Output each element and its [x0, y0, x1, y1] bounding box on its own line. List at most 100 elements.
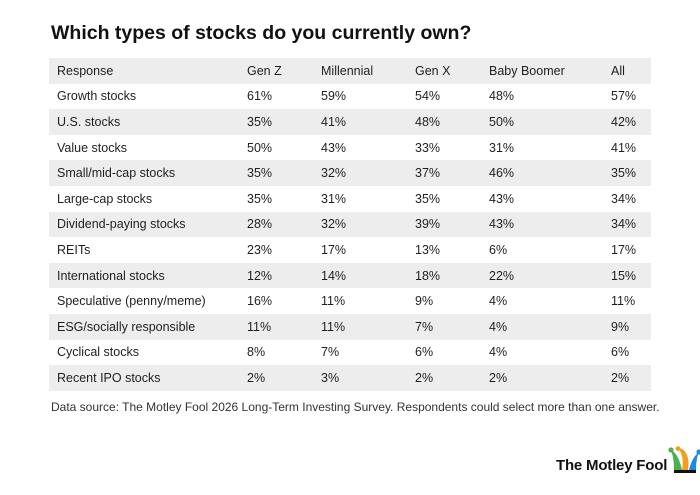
table-cell: 11% — [321, 294, 346, 309]
row-label: U.S. stocks — [49, 109, 239, 135]
table-row: Large-cap stocks 35% 31% 35% 43% 34% — [49, 186, 651, 212]
table-cell: 31% — [489, 140, 515, 155]
table-cell: 35% — [239, 160, 313, 186]
table-body: Growth stocks 61% 59% 54% 48% 57% U.S. stocks 3… — [49, 84, 651, 391]
table-cell: 50% — [247, 140, 273, 155]
table-cell: 12% — [239, 262, 313, 289]
jester-hat-blue-flap — [689, 452, 700, 470]
table-cell: 3% — [313, 365, 407, 391]
table-row: Dividend-paying stocks 28% 32% 39% 43% 34% — [49, 211, 651, 238]
jester-hat-band — [674, 470, 697, 473]
table-cell: 4% — [489, 294, 508, 309]
table-row: REITs 23% 17% 13% 6% 17% — [49, 237, 651, 263]
table-cell: 7% — [407, 313, 481, 340]
table-cell: 11% — [313, 313, 407, 340]
jester-hat-icon — [668, 446, 700, 473]
table-cell: 34% — [603, 211, 651, 238]
column-header: Gen X — [407, 58, 481, 84]
jester-hat-bell-right — [696, 449, 700, 455]
table-cell: 15% — [603, 262, 651, 289]
data-source-note: Data source: The Motley Fool 2026 Long-T… — [51, 400, 660, 414]
row-label: Dividend-paying stocks — [49, 211, 239, 238]
table-cell: 37% — [407, 160, 481, 186]
table-cell: 17% — [321, 242, 347, 257]
table-cell: 35% — [239, 109, 313, 135]
table-cell: 43% — [321, 140, 347, 155]
table-row: ESG/socially responsible 11% 11% 7% 4% 9% — [49, 313, 651, 340]
table-row: Recent IPO stocks 2% 3% 2% 2% 2% — [49, 365, 651, 391]
table-cell: 35% — [247, 191, 273, 206]
row-label: Small/mid-cap stocks — [49, 160, 239, 186]
table-cell: 32% — [313, 160, 407, 186]
table-cell: 35% — [603, 160, 651, 186]
table-cell: 11% — [611, 294, 636, 309]
table-cell: 4% — [489, 345, 508, 360]
table-cell: 22% — [481, 262, 603, 289]
table-cell: 32% — [313, 211, 407, 238]
row-label: Growth stocks — [57, 89, 137, 104]
table-cell: 11% — [239, 313, 313, 340]
jester-hat-bell-middle — [675, 446, 681, 451]
column-header: Millennial — [313, 58, 407, 84]
table-cell: 39% — [407, 211, 481, 238]
table-cell: 14% — [313, 262, 407, 289]
table-cell: 50% — [481, 109, 603, 135]
table-cell: 18% — [407, 262, 481, 289]
table-cell: 61% — [247, 89, 273, 104]
table-cell: 2% — [481, 365, 603, 391]
jester-hat-orange-flap — [678, 448, 689, 470]
brand-logo: The Motley Fool — [556, 446, 700, 476]
row-label: Large-cap stocks — [57, 191, 153, 206]
table-cell: 41% — [313, 109, 407, 135]
table-cell: 41% — [611, 140, 637, 155]
table-cell: 34% — [611, 191, 637, 206]
table-row: Speculative (penny/meme) 16% 11% 9% 4% 11% — [49, 288, 651, 314]
table-cell: 33% — [415, 140, 441, 155]
table-cell: 9% — [603, 313, 651, 340]
header-row: Response Gen Z Millennial Gen X Baby Boomer A… — [49, 58, 651, 84]
table-cell: 31% — [321, 191, 347, 206]
jester-hat-bell-left — [668, 447, 674, 453]
table-cell: 59% — [321, 89, 347, 104]
table-cell: 28% — [239, 211, 313, 238]
table-header: Response Gen Z Millennial Gen X Baby Boomer A… — [49, 58, 651, 84]
table-cell: 43% — [481, 211, 603, 238]
column-header: Gen Z — [239, 58, 313, 84]
table-cell: 16% — [247, 294, 273, 309]
row-label: ESG/socially responsible — [49, 313, 239, 340]
table-cell: 6% — [489, 242, 508, 257]
survey-table: Response Gen Z Millennial Gen X Baby Boomer A… — [49, 58, 651, 391]
row-label: Cyclical stocks — [57, 345, 139, 360]
table-cell: 7% — [321, 345, 340, 360]
table-cell: 8% — [247, 345, 266, 360]
table-row: Growth stocks 61% 59% 54% 48% 57% — [49, 84, 651, 110]
table-cell: 17% — [611, 242, 637, 257]
table-cell: 2% — [239, 365, 313, 391]
table-cell: 48% — [407, 109, 481, 135]
table-cell: 2% — [603, 365, 651, 391]
column-header: Baby Boomer — [481, 58, 603, 84]
table-row: Value stocks 50% 43% 33% 31% 41% — [49, 135, 651, 161]
row-label: Recent IPO stocks — [49, 365, 239, 391]
table-cell: 46% — [481, 160, 603, 186]
table-cell: 9% — [415, 294, 434, 309]
table-cell: 57% — [611, 89, 637, 104]
table-row: Small/mid-cap stocks 35% 32% 37% 46% 35% — [49, 160, 651, 186]
table-cell: 6% — [611, 345, 630, 360]
table-cell: 2% — [407, 365, 481, 391]
brand-name: The Motley Fool — [556, 457, 668, 474]
row-label: REITs — [57, 242, 91, 257]
row-label: Speculative (penny/meme) — [57, 294, 206, 309]
column-header: All — [603, 58, 651, 84]
table-cell: 13% — [415, 242, 441, 257]
table-row: International stocks 12% 14% 18% 22% 15% — [49, 262, 651, 289]
table-cell: 23% — [247, 242, 273, 257]
table-row: U.S. stocks 35% 41% 48% 50% 42% — [49, 109, 651, 135]
row-label: Value stocks — [57, 140, 127, 155]
table-row: Cyclical stocks 8% 7% 6% 4% 6% — [49, 340, 651, 366]
table-cell: 42% — [603, 109, 651, 135]
table-cell: 43% — [489, 191, 515, 206]
row-label: International stocks — [49, 262, 239, 289]
table-cell: 35% — [415, 191, 441, 206]
table-cell: 48% — [489, 89, 515, 104]
